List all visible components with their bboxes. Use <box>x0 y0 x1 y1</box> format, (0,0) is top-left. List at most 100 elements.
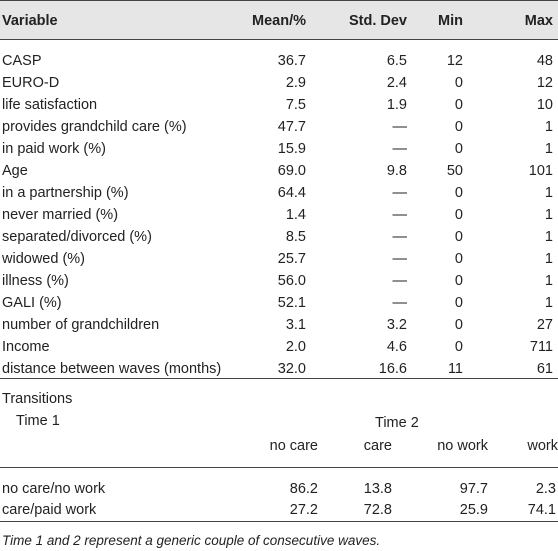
row-max: 48 <box>536 53 553 69</box>
table-row: never married (%) 1.4 — 0 1 <box>0 204 558 226</box>
transition-value: 27.2 <box>289 502 318 518</box>
row-max: 1 <box>544 141 553 157</box>
row-sd: 6.5 <box>386 53 407 69</box>
row-min: 0 <box>454 185 463 201</box>
col-no-work: no work <box>437 438 488 454</box>
row-min: 11 <box>447 361 463 377</box>
row-min: 0 <box>454 295 463 311</box>
transitions-title: Transitions <box>2 391 73 407</box>
header-mean: Mean/% <box>252 13 306 29</box>
transition-label: no care/no work <box>2 481 106 497</box>
row-sd: — <box>392 119 408 135</box>
row-sd: 4.6 <box>386 339 407 355</box>
table-row: life satisfaction 7.5 1.9 0 10 <box>0 94 558 116</box>
row-mean: 2.9 <box>285 75 306 91</box>
row-max: 1 <box>544 207 553 223</box>
row-min: 0 <box>454 119 463 135</box>
row-min: 0 <box>454 97 463 113</box>
row-sd: — <box>392 141 408 157</box>
row-min: 0 <box>454 75 463 91</box>
transition-value: 13.8 <box>363 481 392 497</box>
table-row: GALI (%) 52.1 — 0 1 <box>0 292 558 314</box>
table-row: illness (%) 56.0 — 0 1 <box>0 270 558 292</box>
transition-label: care/paid work <box>2 502 97 518</box>
row-label: life satisfaction <box>2 97 98 113</box>
row-max: 1 <box>544 185 553 201</box>
row-mean: 15.9 <box>277 141 306 157</box>
row-min: 0 <box>454 317 463 333</box>
time1-label: Time 1 <box>16 413 60 429</box>
row-sd: — <box>392 251 408 267</box>
row-mean: 25.7 <box>277 251 306 267</box>
row-label: separated/divorced (%) <box>2 229 152 245</box>
row-label: widowed (%) <box>2 251 85 267</box>
row-sd: 16.6 <box>378 361 407 377</box>
row-sd: — <box>392 207 408 223</box>
row-min: 12 <box>446 53 463 69</box>
row-max: 711 <box>529 339 553 355</box>
row-sd: — <box>392 295 408 311</box>
table-note: Time 1 and 2 represent a generic couple … <box>2 533 381 548</box>
header-min: Min <box>438 13 463 29</box>
row-min: 0 <box>454 251 463 267</box>
row-label: in paid work (%) <box>2 141 106 157</box>
table-row: EURO-D 2.9 2.4 0 12 <box>0 72 558 94</box>
row-mean: 2.0 <box>285 339 306 355</box>
row-label: never married (%) <box>2 207 119 223</box>
row-label: number of grandchildren <box>2 317 160 333</box>
header-variable: Variable <box>2 13 58 29</box>
row-min: 0 <box>454 339 463 355</box>
row-max: 1 <box>544 119 553 135</box>
row-max: 1 <box>544 273 553 289</box>
table-header: Variable Mean/% Std. Dev Min Max <box>0 0 558 40</box>
row-label: in a partnership (%) <box>2 185 129 201</box>
row-mean: 36.7 <box>277 53 306 69</box>
transition-value: 2.3 <box>535 481 556 497</box>
table-row: provides grandchild care (%) 47.7 — 0 1 <box>0 116 558 138</box>
row-max: 12 <box>536 75 553 91</box>
row-label: Age <box>2 163 28 179</box>
row-min: 0 <box>454 141 463 157</box>
row-min: 0 <box>454 207 463 223</box>
row-mean: 1.4 <box>285 207 306 223</box>
row-sd: 3.2 <box>386 317 407 333</box>
transition-row: no care/no work 86.2 13.8 97.7 2.3 <box>0 478 558 500</box>
row-min: 50 <box>446 163 463 179</box>
header-max: Max <box>524 13 553 29</box>
row-sd: 9.8 <box>386 163 407 179</box>
row-mean: 56.0 <box>277 273 306 289</box>
row-label: GALI (%) <box>2 295 62 311</box>
row-min: 0 <box>454 229 463 245</box>
row-mean: 32.0 <box>277 361 306 377</box>
row-label: provides grandchild care (%) <box>2 119 187 135</box>
row-mean: 47.7 <box>277 119 306 135</box>
header-sd: Std. Dev <box>348 13 407 29</box>
transition-value: 72.8 <box>363 502 392 518</box>
row-min: 0 <box>454 273 463 289</box>
row-sd: 1.9 <box>386 97 407 113</box>
table-row: CASP 36.7 6.5 12 48 <box>0 50 558 72</box>
transition-row: care/paid work 27.2 72.8 25.9 74.1 <box>0 499 558 521</box>
table-row: in paid work (%) 15.9 — 0 1 <box>0 138 558 160</box>
row-max: 61 <box>536 361 553 377</box>
transition-value: 74.1 <box>527 502 556 518</box>
row-mean: 52.1 <box>277 295 306 311</box>
col-work: work <box>527 438 558 454</box>
bottom-divider <box>0 521 558 522</box>
row-mean: 3.1 <box>285 317 306 333</box>
row-sd: — <box>392 273 408 289</box>
row-sd: 2.4 <box>386 75 407 91</box>
transition-value: 97.7 <box>459 481 488 497</box>
row-label: CASP <box>2 53 42 69</box>
row-sd: — <box>392 185 408 201</box>
table-row: separated/divorced (%) 8.5 — 0 1 <box>0 226 558 248</box>
table-row: in a partnership (%) 64.4 — 0 1 <box>0 182 558 204</box>
table-row: number of grandchildren 3.1 3.2 0 27 <box>0 314 558 336</box>
row-mean: 69.0 <box>277 163 306 179</box>
transitions-divider <box>0 467 558 468</box>
row-mean: 8.5 <box>285 229 306 245</box>
row-sd: — <box>392 229 408 245</box>
transition-value: 25.9 <box>459 502 488 518</box>
col-no-care: no care <box>269 438 318 454</box>
